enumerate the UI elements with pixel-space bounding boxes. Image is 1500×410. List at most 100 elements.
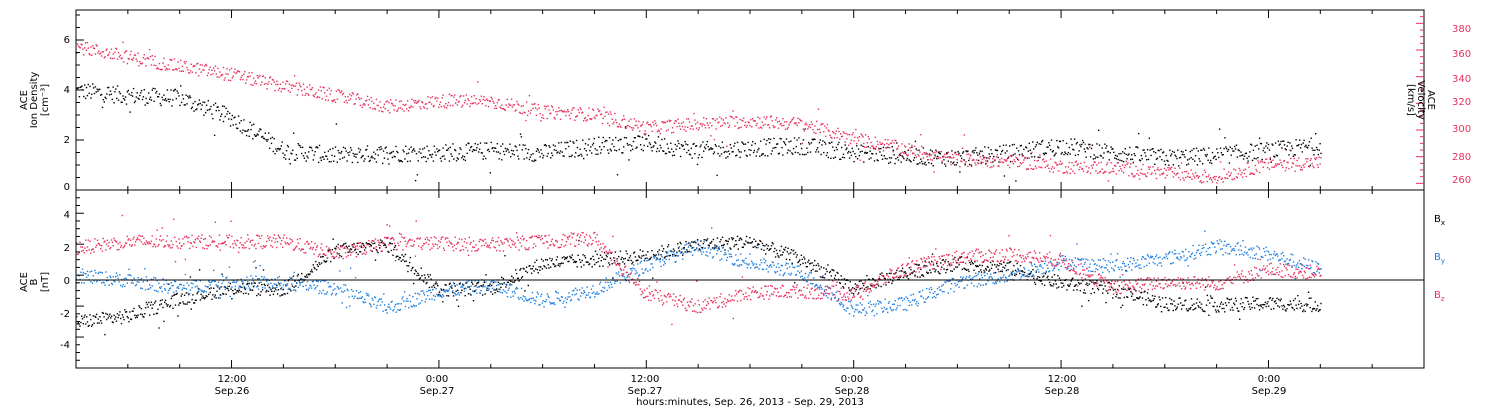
data-point bbox=[213, 134, 216, 136]
data-point bbox=[961, 157, 963, 160]
data-point bbox=[708, 148, 710, 151]
data-point bbox=[929, 153, 931, 155]
data-point bbox=[1314, 301, 1316, 303]
data-point bbox=[1038, 276, 1041, 278]
data-point bbox=[325, 280, 327, 282]
data-point bbox=[547, 105, 549, 107]
data-point bbox=[663, 121, 666, 123]
data-point bbox=[808, 141, 810, 144]
data-point bbox=[293, 75, 296, 77]
data-point bbox=[813, 264, 815, 267]
data-point bbox=[290, 84, 292, 87]
data-point bbox=[871, 152, 873, 155]
data-point bbox=[758, 243, 760, 246]
data-point bbox=[196, 285, 198, 287]
data-point bbox=[700, 144, 702, 146]
data-point bbox=[586, 154, 588, 156]
data-point bbox=[610, 150, 612, 152]
data-point bbox=[1122, 151, 1124, 153]
data-point bbox=[426, 108, 428, 110]
data-point bbox=[686, 151, 688, 154]
data-point bbox=[381, 110, 383, 113]
data-point bbox=[273, 290, 275, 293]
data-point bbox=[1216, 148, 1218, 150]
data-point bbox=[126, 282, 128, 284]
data-point bbox=[964, 268, 966, 270]
data-point bbox=[1112, 297, 1114, 299]
data-point bbox=[498, 158, 500, 160]
data-point bbox=[406, 108, 408, 110]
data-point bbox=[176, 69, 178, 71]
data-point bbox=[266, 88, 268, 90]
data-point bbox=[1285, 167, 1287, 169]
data-point bbox=[941, 162, 943, 164]
data-point bbox=[655, 150, 658, 153]
data-point bbox=[1297, 303, 1300, 306]
data-point bbox=[545, 301, 547, 303]
data-point bbox=[600, 290, 602, 292]
data-point bbox=[763, 138, 765, 141]
data-point bbox=[785, 121, 788, 123]
data-point bbox=[116, 274, 119, 277]
data-point bbox=[415, 102, 418, 104]
data-point bbox=[507, 106, 509, 108]
data-point bbox=[1148, 299, 1150, 302]
data-point bbox=[1093, 161, 1095, 163]
data-point bbox=[744, 243, 746, 246]
data-point bbox=[826, 123, 829, 126]
data-point bbox=[603, 291, 605, 293]
data-point bbox=[766, 116, 768, 118]
data-point bbox=[784, 144, 787, 146]
data-point bbox=[809, 151, 812, 153]
data-point bbox=[886, 273, 888, 275]
data-point bbox=[185, 94, 187, 96]
data-point bbox=[595, 261, 597, 264]
data-point bbox=[694, 249, 696, 251]
data-point bbox=[323, 280, 325, 282]
data-point bbox=[723, 122, 725, 124]
data-point bbox=[1189, 176, 1191, 178]
data-point bbox=[507, 281, 509, 283]
data-point bbox=[90, 270, 93, 272]
data-point bbox=[1061, 162, 1063, 164]
data-point bbox=[523, 300, 525, 302]
data-point bbox=[698, 154, 700, 156]
data-point bbox=[122, 41, 124, 43]
data-point bbox=[1157, 167, 1159, 169]
data-point bbox=[1065, 142, 1068, 145]
data-point bbox=[177, 61, 179, 63]
data-point bbox=[347, 152, 349, 154]
data-point bbox=[889, 161, 892, 163]
data-point bbox=[1177, 172, 1179, 174]
data-point bbox=[372, 108, 374, 110]
data-point bbox=[562, 111, 564, 113]
data-point bbox=[274, 287, 276, 289]
data-point bbox=[383, 293, 385, 295]
data-point bbox=[1108, 281, 1110, 284]
data-point bbox=[581, 112, 583, 114]
data-point bbox=[76, 278, 78, 281]
data-point bbox=[905, 154, 908, 156]
data-point bbox=[975, 264, 977, 267]
data-point bbox=[458, 294, 461, 296]
data-point bbox=[208, 281, 211, 283]
data-point bbox=[393, 306, 396, 308]
data-point bbox=[535, 300, 537, 302]
data-point bbox=[1291, 145, 1293, 147]
data-point bbox=[469, 293, 471, 295]
data-point bbox=[533, 299, 535, 301]
data-point bbox=[869, 150, 871, 152]
data-point bbox=[291, 87, 293, 90]
data-point bbox=[188, 301, 191, 303]
data-point bbox=[1100, 280, 1102, 283]
data-point bbox=[313, 284, 315, 286]
data-point bbox=[250, 128, 252, 131]
data-point bbox=[535, 114, 538, 117]
data-point bbox=[615, 136, 617, 139]
data-point bbox=[730, 115, 732, 118]
data-point bbox=[569, 140, 571, 142]
data-point bbox=[1031, 156, 1033, 158]
data-point bbox=[1216, 305, 1218, 308]
data-point bbox=[450, 95, 452, 97]
data-point bbox=[499, 288, 501, 291]
